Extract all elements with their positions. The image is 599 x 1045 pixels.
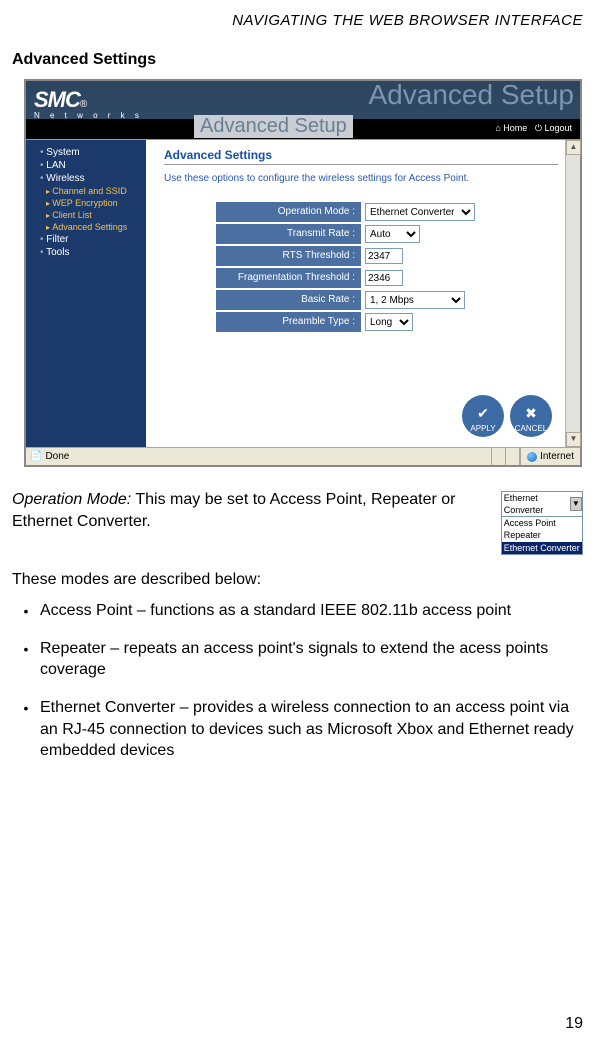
dropdown-sample: Ethernet Converter ▼ Access Point Repeat… [501, 491, 583, 555]
main-heading: Advanced Settings [164, 148, 558, 165]
sidebar-sub-channel[interactable]: Channel and SSID [26, 185, 146, 197]
status-seg [506, 448, 520, 465]
status-done: Done [45, 451, 69, 462]
label-preamble: Preamble Type : [216, 312, 361, 332]
page-number: 19 [565, 1015, 583, 1033]
label-rts: RTS Threshold : [216, 246, 361, 266]
row-basic-rate: Basic Rate : 1, 2 Mbps [216, 290, 580, 310]
running-header: NAVIGATING THE WEB BROWSER INTERFACE [0, 0, 599, 33]
status-bar: 📄 Done Internet [26, 447, 580, 465]
sidebar-sub-wep[interactable]: WEP Encryption [26, 197, 146, 209]
sidebar-sub-advanced[interactable]: Advanced Settings [26, 221, 146, 233]
status-zone: Internet [540, 451, 574, 462]
screenshot: SMC® N e t w o r k s Advanced Setup Adva… [24, 79, 582, 467]
select-preamble[interactable]: Long [365, 313, 413, 331]
modes-intro: These modes are described below: [12, 569, 583, 591]
scroll-up-icon[interactable]: ▲ [566, 140, 581, 155]
bullet-text: Ethernet Converter – provides a wireless… [40, 697, 579, 762]
label-basic-rate: Basic Rate : [216, 290, 361, 310]
cancel-label: CANCEL [515, 424, 547, 433]
page-icon: 📄 [30, 451, 42, 462]
body-text: Operation Mode: This may be set to Acces… [0, 485, 599, 762]
content-row: System LAN Wireless Channel and SSID WEP… [26, 139, 580, 447]
apply-icon: ✔ [477, 405, 489, 422]
dropdown-option[interactable]: Access Point [502, 517, 582, 529]
sidebar: System LAN Wireless Channel and SSID WEP… [26, 140, 146, 447]
row-frag: Fragmentation Threshold : [216, 268, 580, 288]
chevron-down-icon[interactable]: ▼ [570, 497, 582, 511]
sidebar-sub-clientlist[interactable]: Client List [26, 209, 146, 221]
dropdown-selected: Ethernet Converter [504, 492, 570, 516]
status-left: 📄 Done [26, 448, 492, 465]
list-item: • Access Point – functions as a standard… [12, 600, 579, 622]
bullet-icon: • [12, 697, 40, 762]
bullet-text: Access Point – functions as a standard I… [40, 600, 511, 622]
form-table: Operation Mode : Ethernet Converter Tran… [216, 202, 580, 332]
logo: SMC® N e t w o r k s [34, 87, 143, 120]
row-operation-mode: Operation Mode : Ethernet Converter [216, 202, 580, 222]
home-link[interactable]: Home [503, 123, 527, 133]
input-frag[interactable] [365, 270, 403, 286]
globe-icon [527, 452, 537, 462]
input-rts[interactable] [365, 248, 403, 264]
banner-ghost-text: Advanced Setup [369, 79, 575, 111]
select-basic-rate[interactable]: 1, 2 Mbps [365, 291, 465, 309]
bullet-text: Repeater – repeats an access point's sig… [40, 638, 579, 681]
list-item: • Repeater – repeats an access point's s… [12, 638, 579, 681]
row-transmit-rate: Transmit Rate : Auto [216, 224, 580, 244]
scroll-down-icon[interactable]: ▼ [566, 432, 581, 447]
logo-text: SMC [34, 87, 80, 112]
logout-link[interactable]: Logout [544, 123, 572, 133]
main-desc: Use these options to configure the wirel… [164, 173, 580, 184]
label-frag: Fragmentation Threshold : [216, 268, 361, 288]
banner-title: Advanced Setup [194, 115, 353, 138]
home-logout-links: ⌂ Home ⏻ Logout [495, 123, 572, 134]
select-operation-mode[interactable]: Ethernet Converter [365, 203, 475, 221]
bullet-icon: • [12, 638, 40, 681]
bullet-icon: • [12, 600, 40, 622]
banner: SMC® N e t w o r k s Advanced Setup Adva… [26, 81, 580, 139]
sidebar-item-lan[interactable]: LAN [26, 159, 146, 172]
section-title: Advanced Settings [0, 33, 599, 79]
list-item: • Ethernet Converter – provides a wirele… [12, 697, 579, 762]
dropdown-option-highlighted[interactable]: Ethernet Converter [502, 542, 582, 554]
select-transmit-rate[interactable]: Auto [365, 225, 420, 243]
cancel-icon: ✖ [525, 405, 537, 422]
row-preamble: Preamble Type : Long [216, 312, 580, 332]
status-right: Internet [520, 448, 580, 465]
action-buttons: ✔ APPLY ✖ CANCEL [462, 395, 552, 437]
apply-button[interactable]: ✔ APPLY [462, 395, 504, 437]
dropdown-option[interactable]: Repeater [502, 529, 582, 541]
sidebar-item-system[interactable]: System [26, 146, 146, 159]
vertical-scrollbar[interactable]: ▲ ▼ [565, 140, 580, 447]
op-mode-run-in: Operation Mode: [12, 491, 131, 508]
sidebar-item-filter[interactable]: Filter [26, 233, 146, 246]
apply-label: APPLY [470, 424, 495, 433]
home-icon: ⌂ [495, 123, 500, 133]
main-pane: Advanced Settings Use these options to c… [146, 140, 580, 447]
cancel-button[interactable]: ✖ CANCEL [510, 395, 552, 437]
op-mode-paragraph: Operation Mode: This may be set to Acces… [12, 489, 493, 532]
bullet-list: • Access Point – functions as a standard… [12, 600, 583, 762]
label-operation-mode: Operation Mode : [216, 202, 361, 222]
logout-icon: ⏻ [535, 123, 542, 133]
sidebar-item-wireless[interactable]: Wireless [26, 172, 146, 185]
logo-reg: ® [80, 99, 87, 110]
sidebar-item-tools[interactable]: Tools [26, 246, 146, 259]
label-transmit-rate: Transmit Rate : [216, 224, 361, 244]
status-seg [492, 448, 506, 465]
row-rts: RTS Threshold : [216, 246, 580, 266]
